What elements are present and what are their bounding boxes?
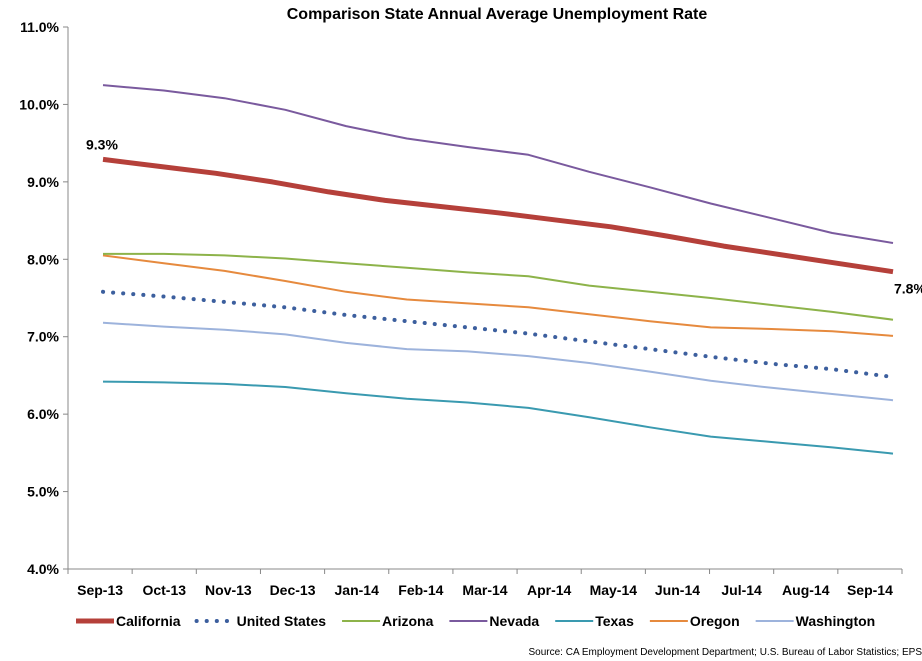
x-tick-label: Dec-13 [270,582,316,598]
legend-item-arizona: Arizona [342,613,434,629]
x-tick-label: Jul-14 [721,582,762,598]
data-label-end: 7.8% [894,281,922,297]
series-line-nevada [102,84,894,244]
legend-item-texas: Texas [555,613,634,629]
x-tick-label: May-14 [590,582,638,598]
axes: 4.0% 5.0% 6.0% 7.0% 8.0% 9.0% 10.0% 11.0% Sep-13… [19,19,903,598]
x-tick-label: Mar-14 [462,582,507,598]
x-tick-label: Nov-13 [205,582,252,598]
legend-label: Nevada [489,613,539,629]
y-tick-label: 6.0% [27,406,59,422]
data-label-start: 9.3% [86,136,118,152]
series-layer [101,84,895,455]
x-tick-label: Apr-14 [527,582,572,598]
series-line-washington [102,321,894,402]
legend: California United States Arizona Nevada Texa… [76,613,875,629]
x-tick-label: Sep-14 [847,582,893,598]
source-note: Source: CA Employment Development Depart… [528,647,922,658]
legend-label: Arizona [382,613,434,629]
chart-title: Comparison State Annual Average Unemploy… [287,6,708,23]
x-tick-label: Jun-14 [655,582,700,598]
series-line-arizona [103,252,894,321]
annotation-layer: 9.3% 7.8% [86,136,922,296]
y-tick-label: 9.0% [27,174,59,190]
series-line-oregon [102,254,894,337]
series-line-texas [102,380,894,455]
x-tick-label: Oct-13 [142,582,186,598]
y-tick-label: 7.0% [27,329,59,345]
legend-item-washington: Washington [755,613,876,629]
legend-label: United States [237,613,327,629]
legend-label: Washington [796,613,876,629]
x-tick-label: Jan-14 [335,582,380,598]
series-line-california [102,156,894,275]
y-tick-label: 4.0% [27,561,59,577]
legend-item-california: California [76,613,181,629]
legend-label: California [116,613,181,629]
legend-label: Oregon [690,613,740,629]
series-line-united-states [101,289,895,379]
legend-item-united-states: United States [194,613,327,629]
y-tick-label: 5.0% [27,484,59,500]
y-tick-label: 10.0% [19,96,59,112]
x-tick-label: Sep-13 [77,582,123,598]
legend-label: Texas [595,613,634,629]
legend-item-oregon: Oregon [649,613,740,629]
y-tick-label: 11.0% [20,19,59,35]
legend-item-nevada: Nevada [449,613,539,629]
x-tick-label: Feb-14 [398,582,443,598]
x-tick-label: Aug-14 [782,582,830,598]
y-tick-label: 8.0% [27,251,59,267]
